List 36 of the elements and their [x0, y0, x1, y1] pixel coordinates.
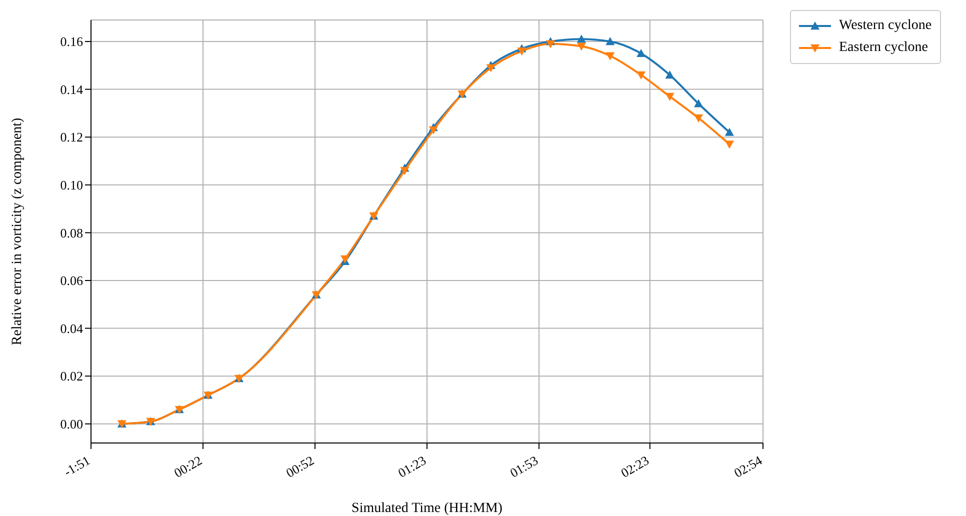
y-tick-label: 0.04	[60, 320, 84, 336]
point	[400, 166, 410, 176]
y-tick-label: 0.00	[60, 416, 83, 432]
x-tick-label: 02:23	[618, 452, 652, 480]
point	[517, 47, 526, 56]
point	[636, 71, 646, 80]
point	[606, 52, 615, 60]
x-axis-title: Simulated Time (HH:MM)	[352, 501, 503, 516]
y-tick-label: 0.12	[60, 130, 83, 145]
point	[606, 37, 615, 46]
x-tick-label: -1:51	[61, 452, 92, 480]
y-tick-label: 0.08	[60, 225, 83, 240]
y-tick-label: 0.14	[60, 82, 84, 97]
y-tick-label: 0.10	[60, 178, 83, 193]
point	[486, 64, 496, 72]
point	[724, 128, 734, 136]
x-tick-label: 01:23	[395, 452, 428, 480]
x-tick-label: 01:53	[507, 452, 540, 480]
point	[576, 42, 586, 51]
x-tick-label: 02:54	[731, 452, 765, 480]
point	[576, 34, 586, 43]
y-tick-label: 0.16	[60, 34, 84, 50]
point	[636, 48, 646, 58]
y-axis-title: Relative error in vorticity (z component)	[10, 117, 25, 346]
x-tick-label: 00:52	[283, 452, 316, 480]
y-tick-label: 0.06	[60, 273, 84, 288]
point	[694, 99, 703, 108]
x-tick-label: 00:22	[171, 452, 204, 480]
point	[546, 40, 555, 48]
legend-label: Eastern cyclone	[839, 39, 928, 57]
point	[665, 92, 674, 101]
point	[665, 70, 674, 79]
y-tick-label: 0.02	[60, 368, 83, 384]
point	[724, 140, 734, 149]
point	[428, 126, 438, 134]
legend-label: Western cyclone	[839, 17, 932, 35]
